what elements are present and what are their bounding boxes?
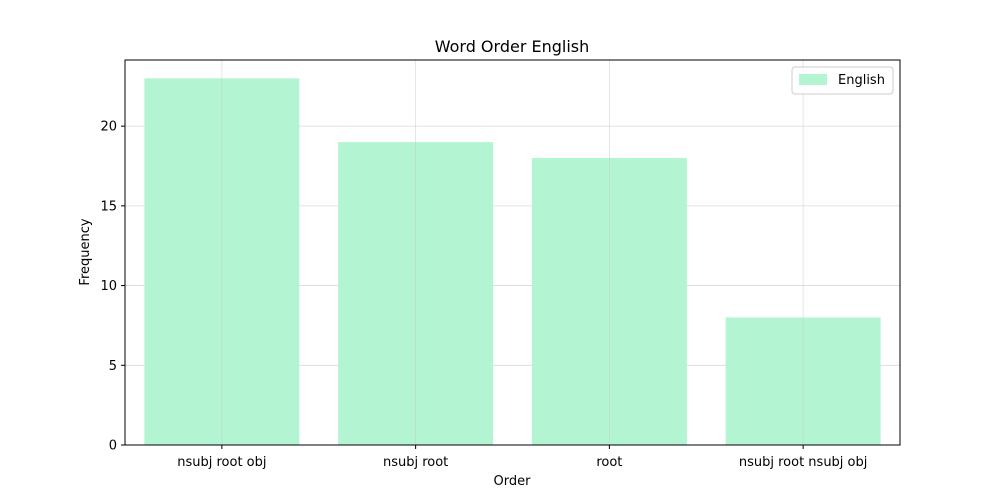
legend-label-english: English: [838, 73, 885, 88]
x-tick-label: nsubj root: [383, 455, 448, 470]
legend-swatch-english: [799, 74, 827, 85]
y-tick-label: 20: [100, 120, 117, 135]
legend: English: [791, 66, 894, 95]
plot-frame: [124, 59, 901, 446]
y-axis-label: Frequency: [78, 218, 93, 285]
x-tick-label: root: [596, 455, 622, 470]
bars-group: [144, 60, 881, 446]
y-tick-label: 5: [109, 359, 117, 374]
y-tick-label: 10: [100, 279, 117, 294]
chart-title: Word Order English: [435, 37, 590, 56]
x-axis-label: Order: [494, 474, 532, 489]
x-tick-label: nsubj root obj: [177, 455, 266, 470]
y-tick-label: 15: [100, 199, 117, 214]
legend-frame: [791, 66, 894, 95]
x-tick-label: nsubj root nsubj obj: [739, 455, 868, 470]
y-tick-label: 0: [109, 439, 117, 454]
y-axis: 0 5 10 15 20: [100, 120, 125, 454]
x-axis: nsubj root obj nsubj root root nsubj root n…: [177, 445, 867, 470]
